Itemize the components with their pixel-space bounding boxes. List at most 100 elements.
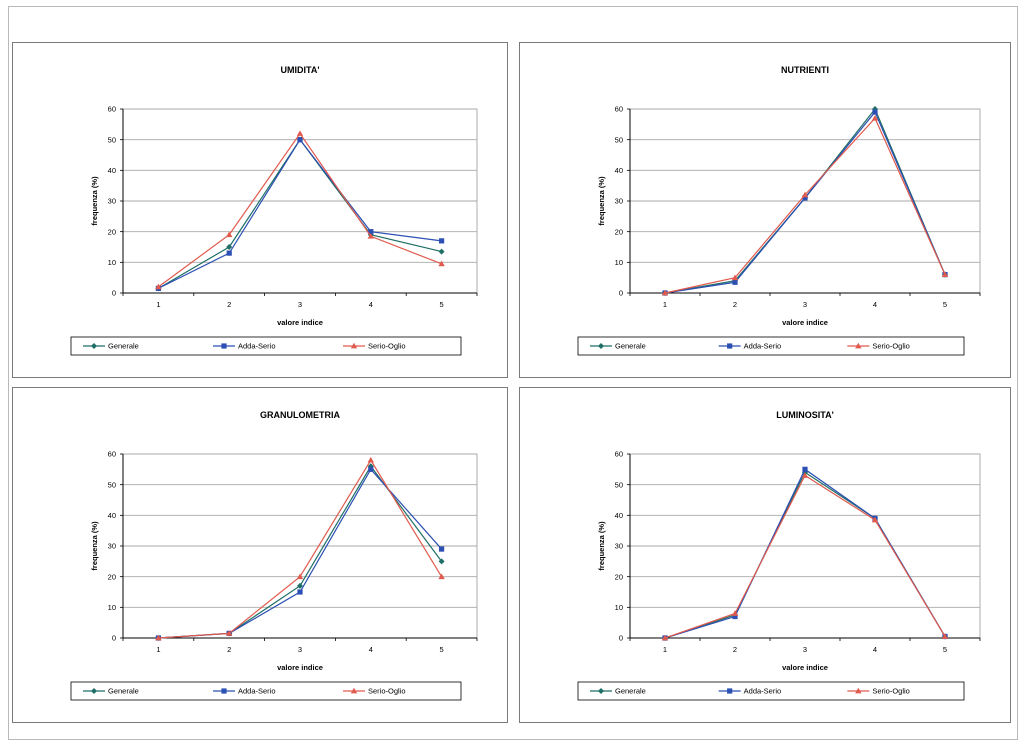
legend-marker-generale (598, 343, 604, 349)
x-tick-label: 2 (733, 645, 737, 654)
data-point-serio-oglio (367, 233, 374, 239)
x-tick-label: 1 (663, 645, 667, 654)
data-point-serio-oglio (941, 271, 949, 277)
data-point-adda-serio (802, 466, 808, 472)
y-tick-label: 60 (615, 105, 623, 114)
y-tick-label: 40 (108, 511, 116, 520)
data-point-serio-oglio (226, 630, 233, 636)
chart-title: UMIDITA' (281, 65, 320, 75)
legend-box (577, 681, 965, 701)
y-tick-label: 50 (108, 135, 116, 144)
x-axis-label: valore indice (277, 663, 323, 672)
data-point-serio-oglio (731, 274, 739, 281)
legend-label-generale: Generale (615, 687, 646, 696)
series-serio-oglio (155, 130, 445, 290)
legend-marker-serio-oglio (350, 342, 358, 349)
y-tick-label: 50 (615, 480, 623, 489)
legend: Generale Adda-Serio Serio-Oglio (70, 336, 462, 356)
data-point-adda-serio (439, 238, 445, 244)
legend-label-serio-oglio: Serio-Oglio (872, 342, 910, 351)
y-axis-label: frequenza (%) (90, 176, 99, 226)
y-tick-label: 20 (108, 572, 116, 581)
x-tick-label: 5 (440, 645, 444, 654)
y-tick-label: 50 (108, 480, 116, 489)
y-axis-label: frequenza (%) (597, 521, 606, 571)
data-point-generale (438, 248, 445, 255)
y-tick-label: 10 (615, 258, 623, 267)
chart-svg-granulometria: GRANULOMETRIA 0 10 20 30 40 50 60 1 2 3 4 5 valore in… (70, 410, 478, 701)
y-tick-label: 20 (615, 227, 623, 236)
x-tick-label: 5 (943, 300, 947, 309)
data-point-serio-oglio (801, 472, 809, 478)
x-tick-label: 3 (803, 300, 807, 309)
y-tick-label: 0 (112, 634, 116, 643)
y-tick-label: 0 (112, 289, 116, 298)
legend-box (577, 336, 965, 356)
data-point-serio-oglio (367, 456, 374, 463)
data-point-serio-oglio (661, 289, 669, 296)
chart-svg-luminosita: LUMINOSITA' 0 10 20 30 40 50 60 1 2 3 4 5 valore indi… (577, 410, 981, 701)
x-tick-label: 5 (440, 300, 444, 309)
y-tick-label: 0 (619, 289, 623, 298)
y-tick-label: 10 (108, 258, 116, 267)
y-tick-label: 30 (615, 197, 623, 206)
x-tick-label: 5 (943, 645, 947, 654)
y-axis-label: frequenza (%) (90, 521, 99, 571)
y-tick-label: 40 (108, 166, 116, 175)
data-point-serio-oglio (941, 633, 949, 639)
legend-label-generale: Generale (108, 342, 139, 351)
data-point-adda-serio (439, 546, 445, 552)
x-axis-label: valore indice (782, 663, 828, 672)
legend-marker-generale (598, 688, 604, 694)
chart-svg-nutrienti: NUTRIENTI 0 10 20 30 40 50 60 1 2 3 4 5 valore indice… (577, 65, 981, 356)
data-point-adda-serio (297, 137, 303, 143)
data-point-generale (297, 582, 303, 589)
legend-label-serio-oglio: Serio-Oglio (872, 687, 910, 696)
y-tick-label: 20 (108, 227, 116, 236)
y-tick-label: 0 (619, 634, 623, 643)
x-tick-label: 4 (873, 300, 877, 309)
data-point-adda-serio (297, 589, 303, 595)
y-tick-label: 30 (108, 197, 116, 206)
data-point-generale (438, 558, 445, 565)
data-point-serio-oglio (801, 191, 809, 198)
legend-label-adda-serio: Adda-Serio (744, 342, 782, 351)
data-point-adda-serio (226, 250, 232, 256)
y-tick-label: 10 (108, 603, 116, 612)
data-point-serio-oglio (871, 115, 879, 121)
legend-box (70, 336, 462, 356)
x-tick-label: 2 (227, 645, 231, 654)
legend: Generale Adda-Serio Serio-Oglio (577, 681, 965, 701)
data-point-serio-oglio (296, 130, 304, 136)
series-serio-oglio (661, 472, 949, 641)
x-tick-label: 4 (873, 645, 877, 654)
data-point-adda-serio (872, 109, 878, 115)
legend: Generale Adda-Serio Serio-Oglio (577, 336, 965, 356)
y-tick-label: 10 (615, 603, 623, 612)
data-point-serio-oglio (731, 610, 739, 616)
y-tick-label: 20 (615, 572, 623, 581)
series-serio-oglio (155, 456, 445, 641)
chart-panel-luminosita: LUMINOSITA' 0 10 20 30 40 50 60 1 2 3 4 5 valore indi… (519, 387, 1011, 723)
legend-marker-adda-serio (727, 688, 733, 694)
x-tick-label: 2 (227, 300, 231, 309)
data-point-serio-oglio (438, 573, 445, 580)
data-point-serio-oglio (226, 231, 233, 238)
legend-label-serio-oglio: Serio-Oglio (368, 687, 406, 696)
legend-label-adda-serio: Adda-Serio (744, 687, 782, 696)
chart-svg-umidita: UMIDITA' 0 10 20 30 40 50 60 1 2 3 4 5 valore indice f… (70, 65, 478, 356)
x-tick-label: 1 (156, 300, 160, 309)
x-tick-label: 1 (663, 300, 667, 309)
x-tick-label: 1 (156, 645, 160, 654)
legend-marker-serio-oglio (350, 687, 358, 694)
x-tick-label: 4 (369, 300, 373, 309)
x-tick-label: 3 (298, 645, 302, 654)
legend: Generale Adda-Serio Serio-Oglio (70, 681, 462, 701)
y-tick-label: 60 (615, 450, 623, 459)
legend-marker-serio-oglio (855, 342, 862, 349)
data-point-serio-oglio (661, 634, 669, 641)
x-tick-label: 2 (733, 300, 737, 309)
y-tick-label: 40 (615, 166, 623, 175)
legend-marker-adda-serio (221, 343, 227, 349)
legend-label-generale: Generale (108, 687, 139, 696)
